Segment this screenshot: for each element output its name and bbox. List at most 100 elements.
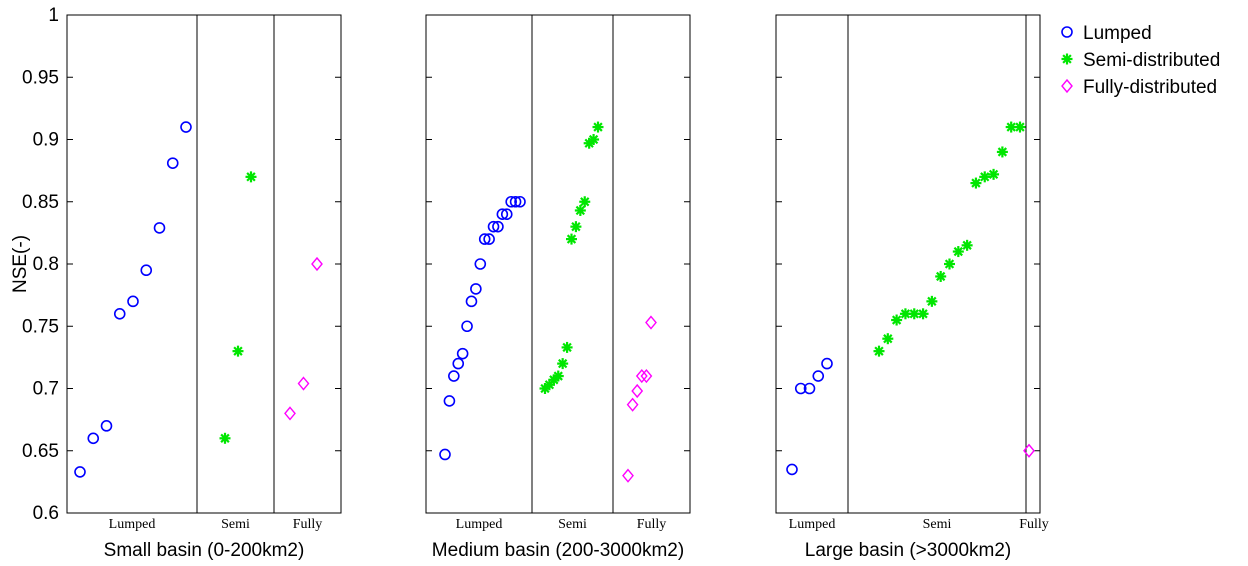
y-tick-label: 0.6 — [33, 503, 59, 524]
section-label-fully: Fully — [293, 517, 323, 532]
x-axis-label: Small basin (0-200km2) — [104, 540, 305, 561]
data-point — [452, 357, 465, 370]
y-tick-label: 0.7 — [33, 379, 59, 400]
data-point — [470, 283, 482, 295]
y-tick-label: 0.8 — [33, 254, 59, 275]
data-point — [284, 406, 296, 421]
data-point — [478, 233, 491, 245]
data-point — [166, 157, 179, 169]
data-point — [87, 432, 100, 445]
data-point — [574, 204, 586, 216]
legend-label: Lumped — [1083, 23, 1152, 44]
data-point — [505, 195, 517, 208]
legend-entry: Semi-distributed — [1061, 50, 1220, 71]
y-tick-label: 0.75 — [22, 316, 59, 337]
data-point — [935, 270, 947, 282]
panel-1: 0.6 0.65 0.7 0.75 0.8 0.85 0.9 0.95 1 Lumped Semi F… — [22, 5, 342, 561]
y-axis-label: NSE(-) — [10, 235, 31, 293]
data-point — [509, 195, 522, 208]
plot-frame — [66, 14, 342, 514]
data-point — [645, 315, 657, 330]
data-point — [483, 233, 495, 245]
data-point — [140, 264, 153, 277]
legend-entry: Fully-distributed — [1061, 77, 1217, 98]
data-point — [219, 432, 231, 444]
data-point — [917, 308, 929, 320]
data-point — [996, 146, 1008, 158]
data-point — [561, 341, 573, 353]
legend-label: Fully-distributed — [1083, 77, 1217, 98]
data-point — [465, 295, 478, 308]
data-point — [500, 208, 513, 220]
plot-frame — [775, 14, 1041, 514]
data-point — [570, 221, 582, 233]
data-point — [474, 258, 487, 270]
section-label-semi: Semi — [221, 517, 250, 532]
legend-marker — [1061, 26, 1073, 38]
data-point — [592, 121, 604, 133]
data-point — [461, 320, 473, 333]
plot-frame — [425, 14, 691, 514]
data-point — [944, 258, 955, 270]
data-point — [245, 171, 257, 183]
data-point — [970, 177, 982, 189]
panel-3: Lumped Semi Fully Large basin (>3000km2) — [775, 14, 1049, 561]
data-point — [1014, 121, 1026, 133]
y-tick-label: 0.9 — [33, 130, 59, 151]
data-point — [74, 466, 86, 478]
data-point — [492, 220, 504, 233]
data-point — [100, 420, 113, 432]
data-point — [979, 171, 991, 183]
data-point — [180, 121, 192, 133]
data-point — [496, 208, 509, 220]
legend-entry: Lumped — [1061, 23, 1152, 44]
data-point — [579, 196, 591, 208]
data-point — [153, 222, 166, 234]
section-label-fully: Fully — [1019, 517, 1049, 532]
data-point — [487, 220, 500, 233]
legend-marker — [1061, 78, 1073, 94]
y-tick-label: 0.95 — [22, 67, 59, 88]
data-point — [635, 368, 648, 384]
data-point — [443, 395, 456, 407]
y-tick-label: 1 — [48, 5, 59, 26]
data-point — [113, 307, 126, 320]
data-point — [812, 370, 825, 382]
data-point — [952, 246, 964, 258]
data-point — [456, 347, 469, 360]
data-point — [514, 195, 526, 208]
data-point — [311, 256, 323, 272]
data-point — [640, 368, 653, 384]
x-axis-label: Large basin (>3000km2) — [805, 540, 1012, 561]
data-point — [882, 333, 894, 345]
y-tick-label: 0.85 — [22, 192, 59, 213]
y-tick-label: 0.65 — [22, 441, 59, 462]
x-axis-label: Medium basin (200-3000km2) — [432, 540, 684, 561]
section-label-semi: Semi — [558, 517, 587, 532]
data-point — [448, 370, 460, 382]
data-point — [1023, 443, 1035, 458]
data-point — [961, 239, 973, 251]
data-point — [566, 233, 577, 245]
chart-panels: 0.6 0.65 0.7 0.75 0.8 0.85 0.9 0.95 1 Lumped Semi F… — [22, 5, 1049, 561]
legend: Lumped Semi-distributed Fully-distributed — [1061, 23, 1220, 98]
data-point — [297, 376, 310, 391]
data-point — [794, 382, 807, 395]
data-point — [873, 345, 885, 357]
data-point — [439, 448, 451, 461]
data-point — [631, 383, 644, 399]
data-point — [552, 370, 564, 382]
panel-2: Lumped Semi Fully Medium basin (200-3000km2… — [425, 14, 691, 561]
data-point — [821, 357, 833, 370]
data-point — [803, 382, 816, 395]
data-point — [891, 314, 903, 326]
data-point — [626, 397, 639, 412]
section-label-fully: Fully — [637, 517, 667, 532]
section-label-semi: Semi — [923, 517, 952, 532]
legend-label: Semi-distributed — [1083, 50, 1220, 71]
data-point — [127, 295, 139, 308]
data-point — [588, 134, 600, 145]
data-point — [988, 168, 1000, 180]
data-point — [786, 463, 798, 476]
